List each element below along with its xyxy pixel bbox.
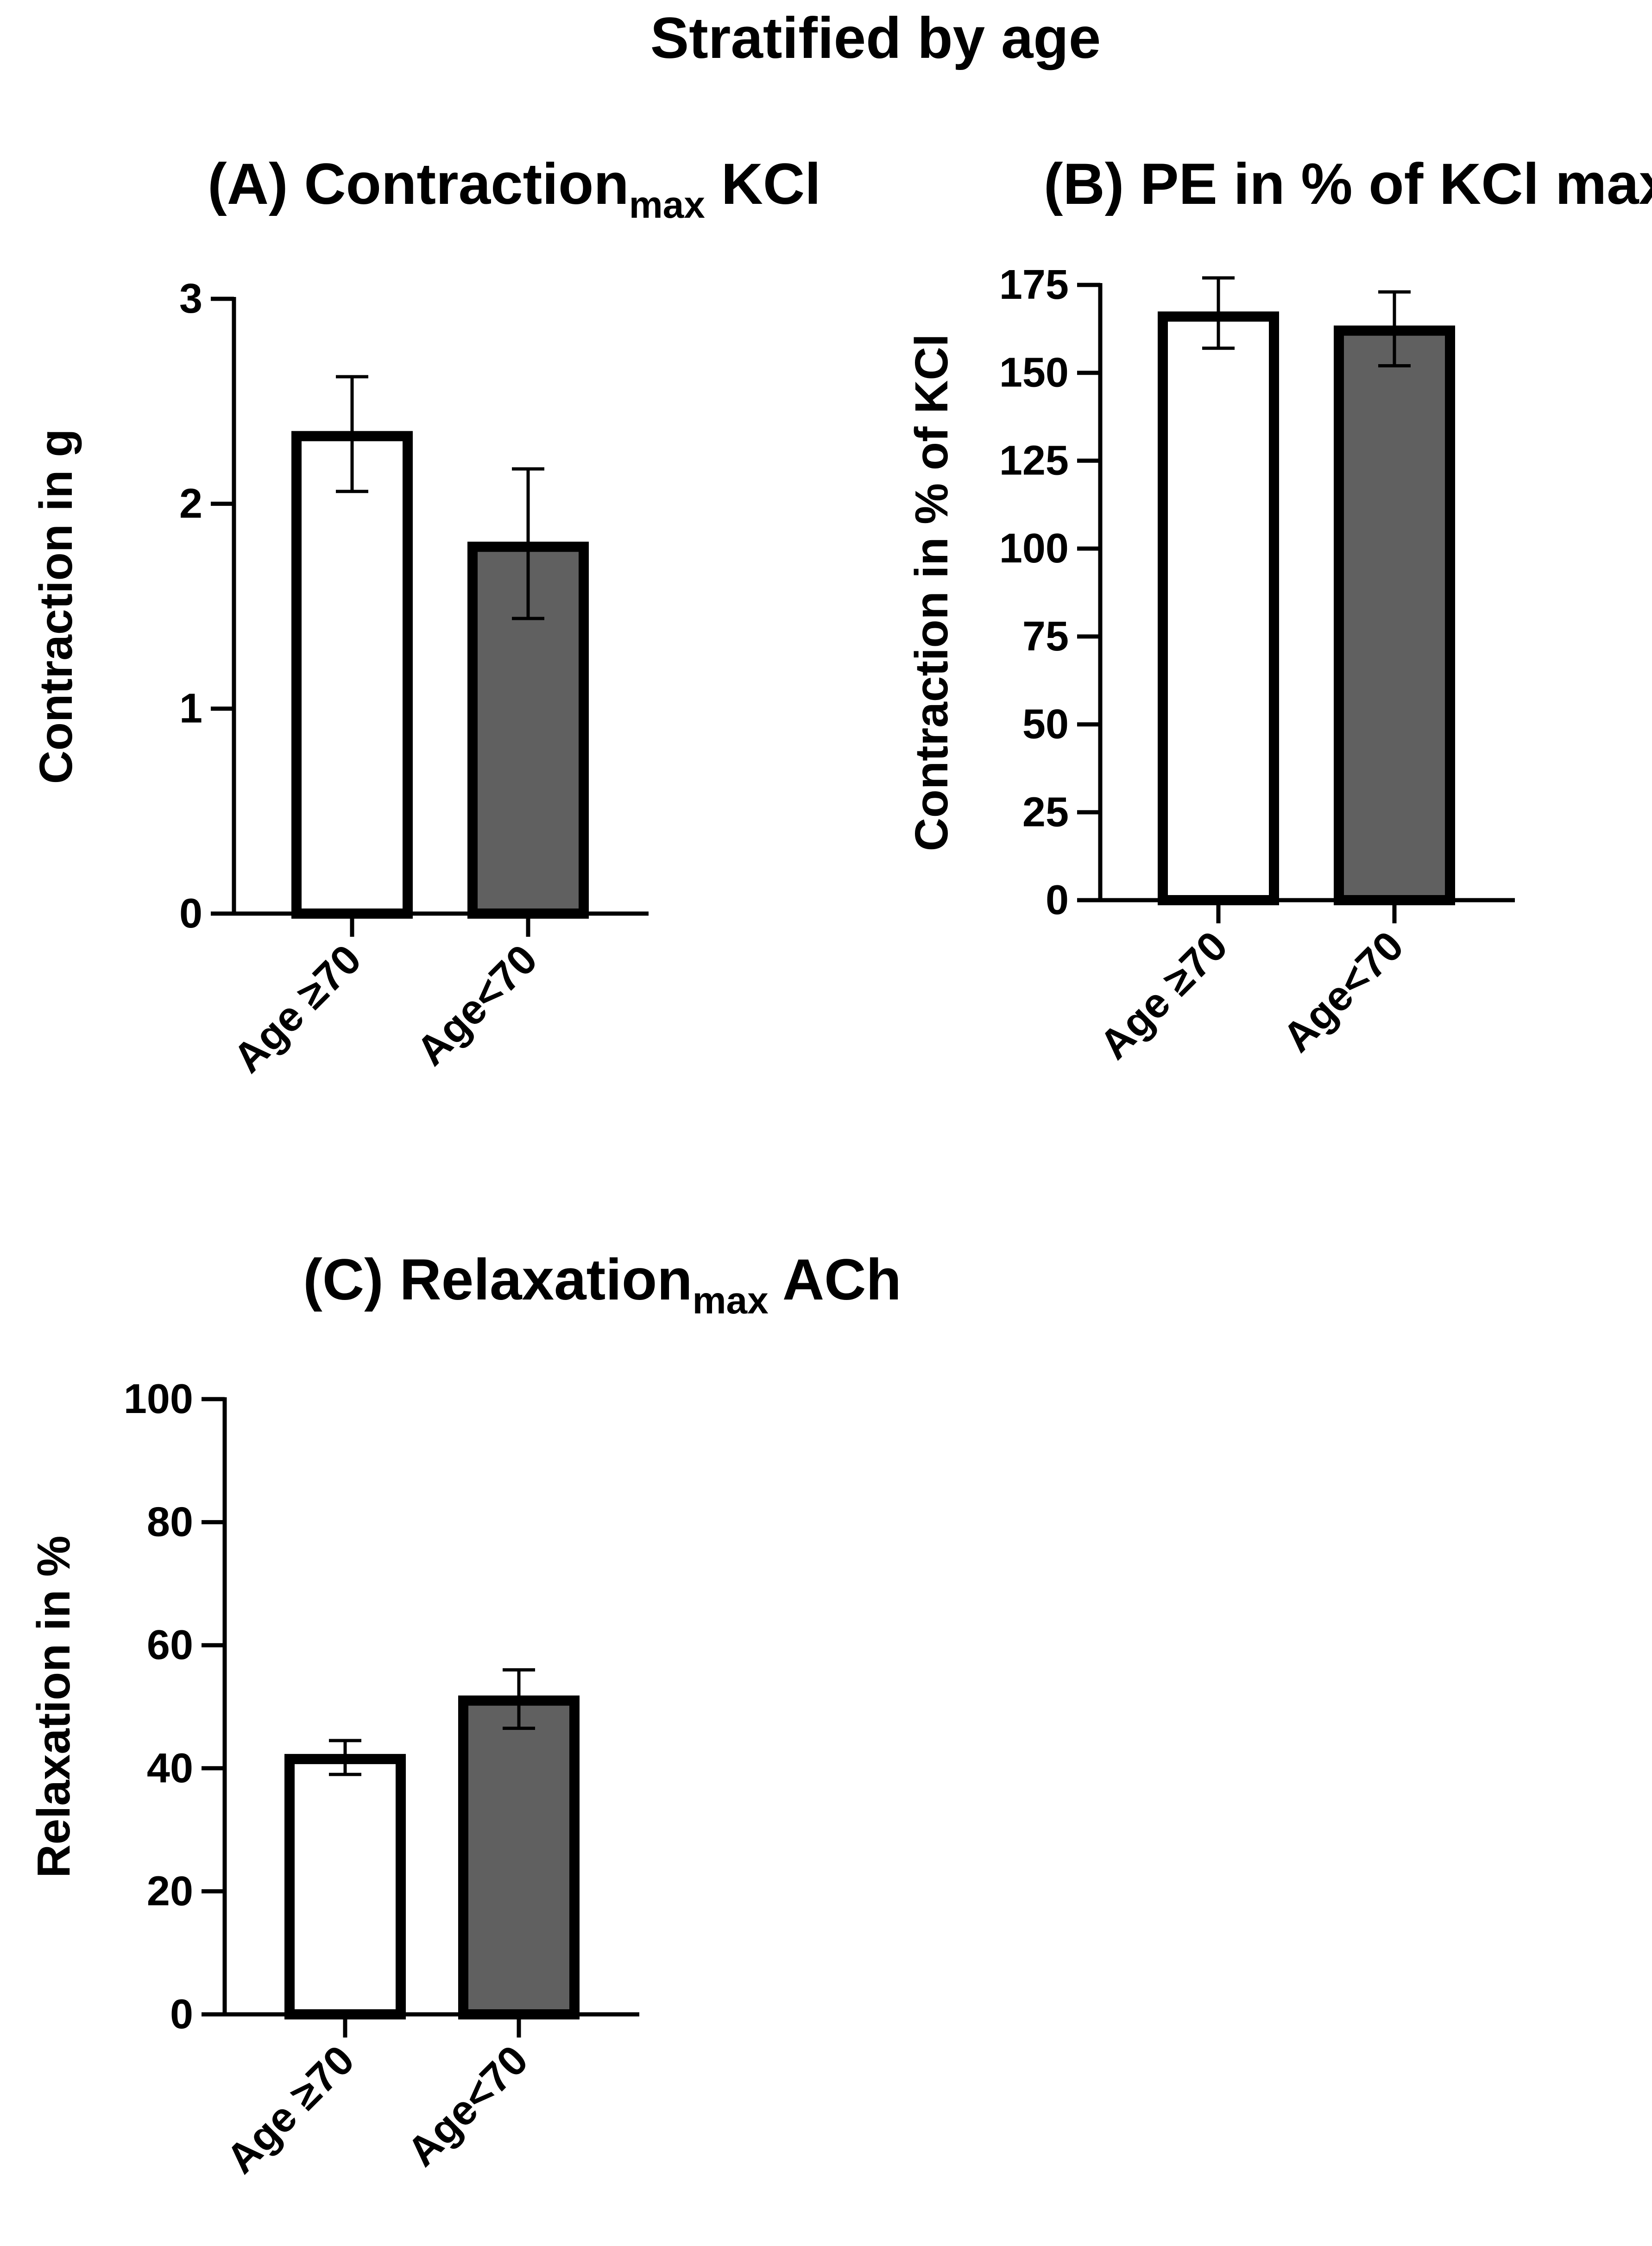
y-tick-label: 60	[147, 1622, 193, 1668]
figure-title: Stratified by age	[650, 6, 1101, 70]
y-tick-label: 175	[999, 262, 1069, 308]
error-bar	[503, 1668, 535, 1730]
y-tick-label: 0	[170, 1991, 193, 2038]
y-axis-label: Relaxation in %	[28, 1535, 80, 1878]
y-axis-label: Contraction in g	[30, 429, 82, 784]
error-bar	[329, 1739, 361, 1776]
y-tick-label: 2	[179, 480, 202, 527]
bar-age-70-plus	[291, 431, 413, 919]
bar-age-70-plus	[1158, 311, 1279, 905]
y-tick-label: 100	[999, 525, 1069, 572]
chart-title-b: (B) PE in % of KCl max	[1044, 152, 1652, 216]
x-tick-label: Age<70	[1274, 922, 1412, 1061]
error-bar	[1202, 276, 1235, 350]
chart-panel-a: (A) Contractionmax KCl 0 1 2 3 Age ≥70 Age<70…	[30, 152, 821, 1082]
error-bar	[1378, 290, 1411, 368]
y-tick-label: 80	[147, 1499, 193, 1546]
chart-title-a: (A) Contractionmax KCl	[208, 152, 821, 226]
y-tick-label: 0	[1046, 877, 1069, 923]
x-tick-label: Age<70	[398, 2037, 537, 2175]
y-axis-label: Contraction in % of KCl	[906, 334, 958, 852]
x-tick-label: Age ≥70	[225, 936, 370, 1081]
y-tick-label: 100	[124, 1376, 193, 1422]
y-tick-label: 50	[1022, 701, 1069, 748]
bar-age-70-plus	[284, 1754, 406, 2019]
y-tick-label: 0	[179, 890, 202, 937]
chart-panel-c: (C) Relaxationmax ACh 0 20 40 60 80 100 Age ≥7…	[28, 1248, 902, 2183]
y-tick-label: 1	[179, 686, 202, 732]
y-tick-label: 25	[1022, 789, 1069, 835]
y-tick-label: 75	[1022, 613, 1069, 660]
bar-age-under-70	[458, 1695, 580, 2019]
bar-age-under-70	[1334, 325, 1455, 905]
y-tick-label: 150	[999, 350, 1069, 396]
error-bar	[336, 375, 368, 493]
x-tick-label: Age ≥70	[1091, 922, 1236, 1068]
y-tick-label: 40	[147, 1745, 193, 1792]
chart-panel-b: (B) PE in % of KCl max 0 25 50 75 100 125 150 1…	[906, 152, 1652, 1068]
x-tick-label: Age<70	[408, 936, 546, 1074]
chart-title-c: (C) Relaxationmax ACh	[303, 1248, 902, 1322]
y-tick-label: 125	[999, 437, 1069, 484]
y-tick-label: 20	[147, 1868, 193, 1914]
x-tick-label: Age ≥70	[218, 2037, 363, 2182]
y-tick-label: 3	[179, 276, 202, 322]
error-bar	[512, 467, 544, 620]
